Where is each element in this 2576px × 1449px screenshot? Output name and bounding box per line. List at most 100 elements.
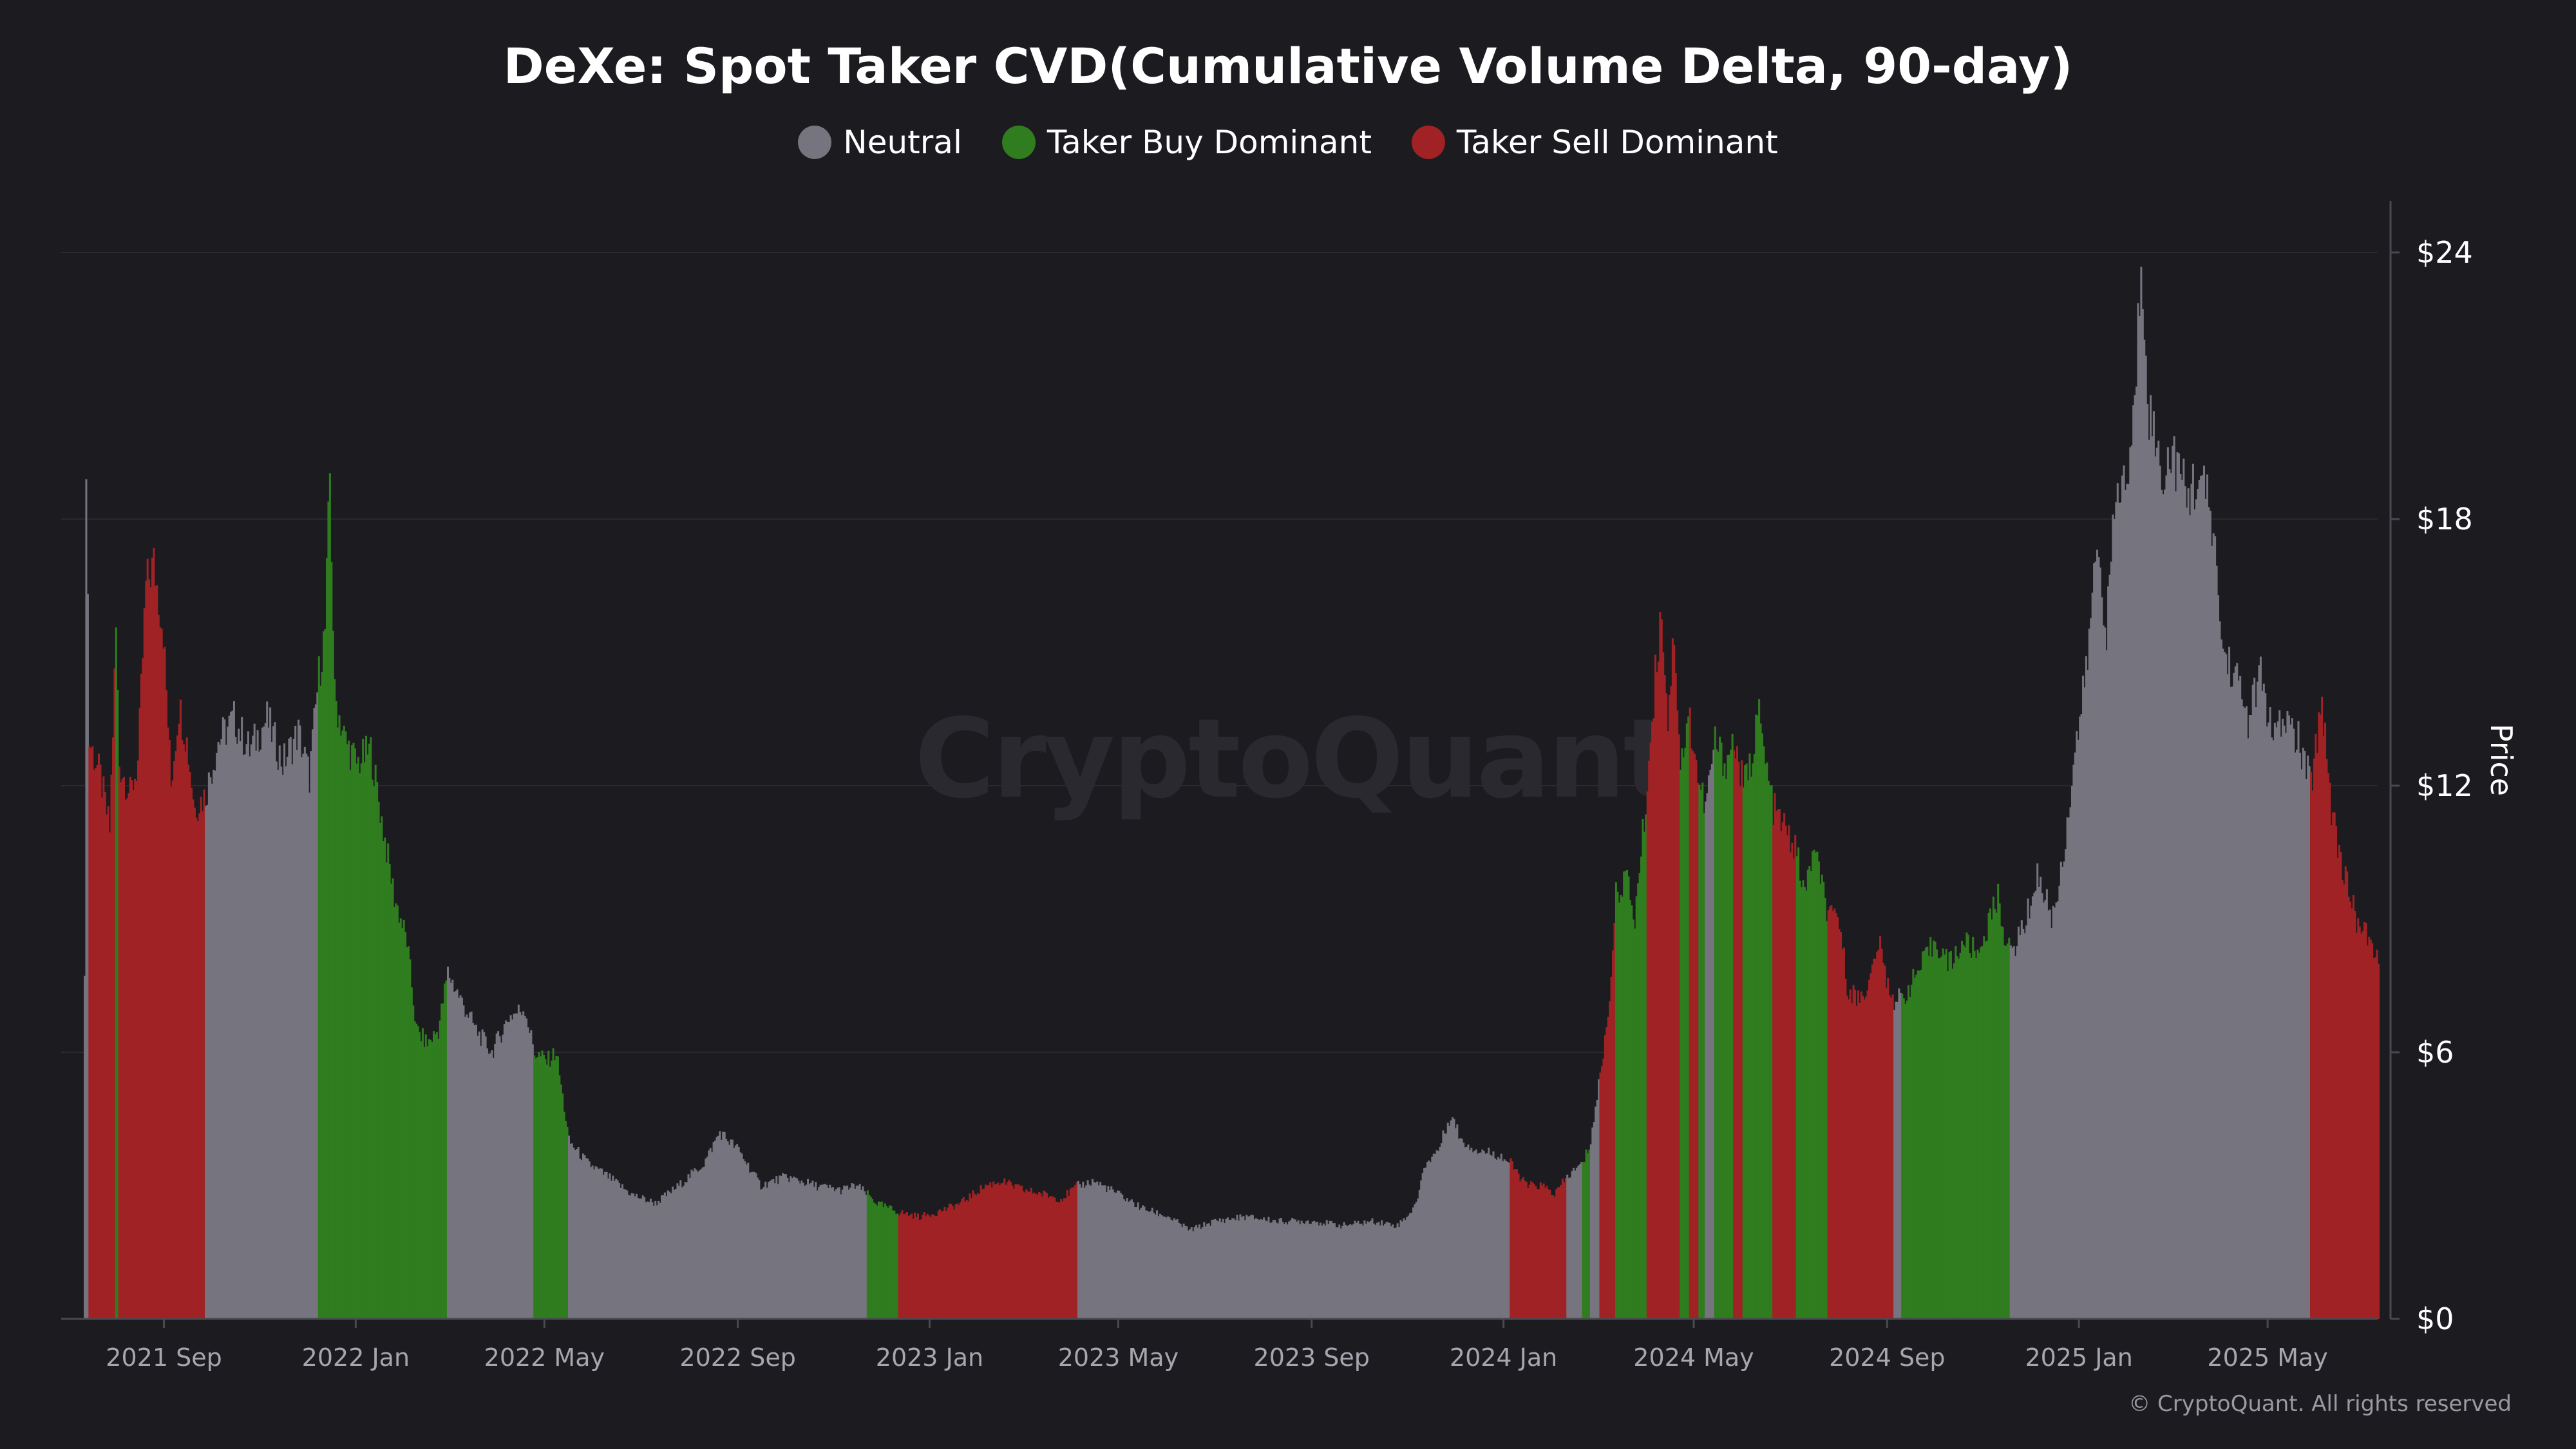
price-bar-neutral — [840, 1194, 842, 1319]
price-bar-sell — [2378, 963, 2380, 1319]
price-bar-buy — [1758, 699, 1761, 1319]
price-bar-sell — [1039, 1193, 1042, 1319]
price-bar-buy — [1938, 958, 1941, 1319]
price-bar-buy — [1955, 945, 1957, 1319]
legend-item-neutral[interactable]: Neutral — [798, 124, 962, 161]
price-bar-sell — [1058, 1202, 1061, 1319]
price-bar-neutral — [761, 1188, 764, 1319]
price-bar-neutral — [1432, 1153, 1435, 1319]
price-bar-buy — [352, 743, 355, 1319]
price-bar-neutral — [711, 1152, 714, 1319]
price-bar-neutral — [1245, 1215, 1248, 1319]
price-bar-neutral — [1201, 1227, 1204, 1319]
price-bar-buy — [1720, 743, 1723, 1319]
price-bar-buy — [1717, 752, 1719, 1319]
price-bar-neutral — [1392, 1224, 1394, 1319]
price-bar-buy — [1770, 785, 1773, 1319]
y-axis-ticks: $0 $6 $12 $18 $24 — [2391, 235, 2473, 1336]
price-bar-sell — [898, 1215, 900, 1319]
price-bar-buy — [351, 745, 354, 1319]
price-bar-sell — [1791, 842, 1794, 1319]
price-bar-neutral — [773, 1183, 776, 1319]
price-bar-sell — [1870, 973, 1872, 1319]
price-bar-neutral — [1371, 1218, 1374, 1319]
price-bar-buy — [1744, 765, 1747, 1319]
price-bar-sell — [1043, 1190, 1045, 1319]
price-bar-neutral — [1446, 1122, 1449, 1319]
price-bar-buy — [1766, 762, 1768, 1319]
price-bar-buy — [1725, 779, 1727, 1319]
price-bar-neutral — [305, 753, 308, 1319]
price-bar-neutral — [1099, 1182, 1102, 1319]
price-bar-sell — [2368, 936, 2371, 1319]
price-bar-neutral — [768, 1182, 770, 1319]
price-bar-neutral — [2066, 817, 2069, 1319]
price-bar-sell — [1516, 1169, 1519, 1319]
price-bar-neutral — [648, 1202, 650, 1319]
price-bar-sell — [1607, 1016, 1609, 1319]
price-bar-neutral — [799, 1183, 801, 1319]
price-bar-sell — [969, 1193, 971, 1319]
price-bar-sell — [916, 1213, 919, 1319]
price-bar-neutral — [2036, 863, 2039, 1319]
price-bar-neutral — [2025, 925, 2028, 1319]
price-bar-buy — [327, 501, 330, 1319]
price-bar-neutral — [1150, 1211, 1152, 1319]
price-bar-neutral — [2222, 649, 2224, 1319]
price-bar-neutral — [2245, 706, 2248, 1319]
price-bar-neutral — [742, 1159, 744, 1319]
legend-item-sell[interactable]: Taker Sell Dominant — [1411, 124, 1778, 161]
price-bar-neutral — [209, 777, 212, 1319]
price-bar-neutral — [1271, 1222, 1273, 1319]
price-bar-sell — [1553, 1197, 1556, 1319]
price-bar-neutral — [1128, 1202, 1130, 1319]
price-bar-buy — [1906, 1000, 1908, 1319]
price-bar-buy — [366, 754, 369, 1319]
price-bar-buy — [1995, 913, 1998, 1319]
price-bar-neutral — [1440, 1143, 1443, 1319]
price-bar-sell — [171, 780, 174, 1319]
price-bar-neutral — [1435, 1150, 1438, 1319]
price-bar-neutral — [1463, 1142, 1465, 1319]
legend-item-buy[interactable]: Taker Buy Dominant — [1001, 124, 1372, 161]
price-bar-neutral — [1153, 1212, 1155, 1319]
price-bar-sell — [203, 789, 205, 1319]
price-bar-sell — [2321, 696, 2324, 1319]
price-bar-neutral — [1274, 1220, 1276, 1319]
price-bar-neutral — [277, 770, 279, 1319]
price-bar-neutral — [2127, 484, 2130, 1320]
price-bar-sell — [962, 1197, 965, 1319]
price-bar-sell — [1005, 1184, 1007, 1319]
price-bar-neutral — [2112, 514, 2114, 1320]
price-bar-neutral — [641, 1195, 644, 1319]
price-bar-neutral — [777, 1184, 779, 1319]
price-bar-neutral — [838, 1187, 840, 1319]
price-bar-neutral — [802, 1182, 804, 1319]
price-bar-neutral — [1159, 1213, 1161, 1319]
price-bar-sell — [96, 765, 99, 1319]
price-bar-buy — [410, 987, 413, 1319]
price-bar-neutral — [1596, 1100, 1598, 1319]
price-bar-sell — [165, 690, 167, 1319]
price-bar-buy — [1910, 985, 1913, 1319]
price-bar-sell — [131, 780, 133, 1319]
price-bar-neutral — [2065, 849, 2067, 1319]
price-bar-neutral — [1895, 1001, 1897, 1319]
price-bar-sell — [1871, 964, 1873, 1319]
y-tick-label: $6 — [2416, 1035, 2454, 1070]
price-bar-neutral — [2019, 935, 2022, 1319]
price-bar-sell — [1837, 917, 1839, 1319]
price-bar-neutral — [2298, 752, 2301, 1319]
price-bar-neutral — [2255, 707, 2257, 1319]
price-bar-buy — [1730, 750, 1732, 1319]
price-bar-neutral — [264, 723, 267, 1319]
price-bar-neutral — [1160, 1215, 1163, 1319]
price-bar-sell — [2371, 943, 2374, 1319]
price-bar-neutral — [232, 701, 235, 1319]
price-bar-neutral — [225, 744, 227, 1319]
price-bar-neutral — [2137, 303, 2139, 1319]
price-bar-neutral — [651, 1202, 654, 1319]
price-bar-sell — [2347, 896, 2350, 1319]
price-bar-sell — [1844, 978, 1847, 1319]
price-bar-buy — [1805, 890, 1808, 1319]
